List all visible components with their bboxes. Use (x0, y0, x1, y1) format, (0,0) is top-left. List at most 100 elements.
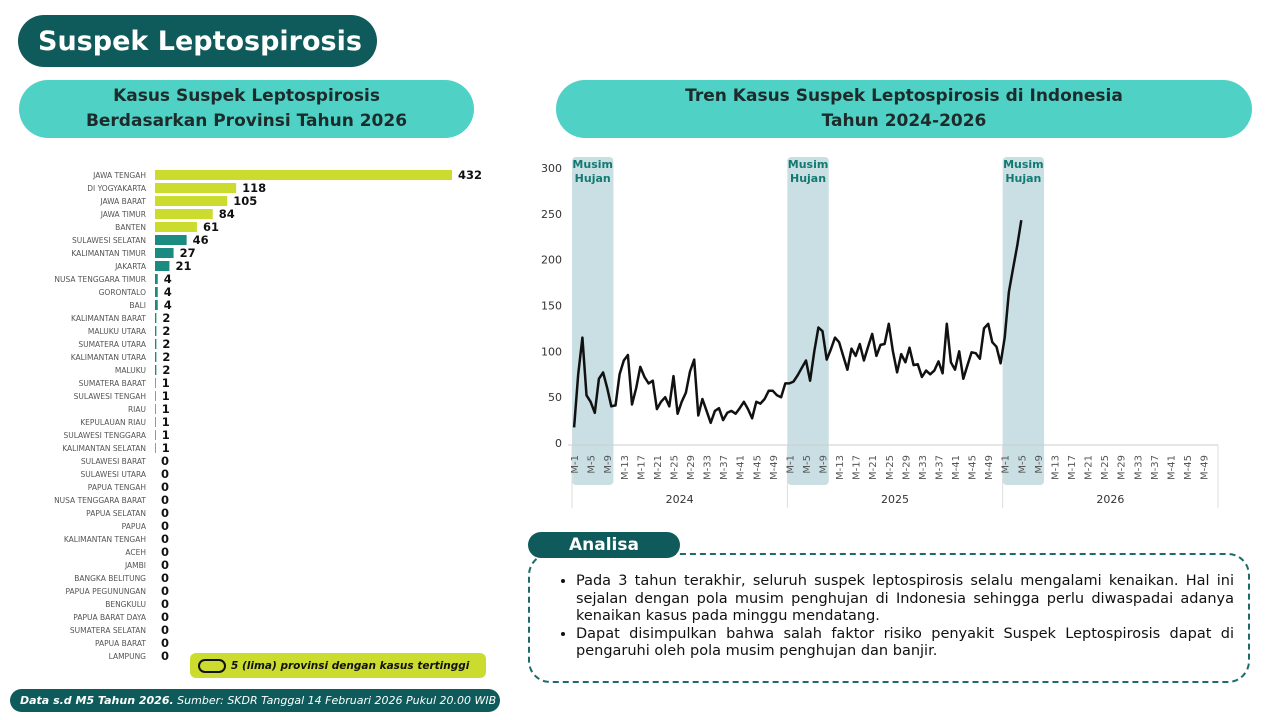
bar (155, 430, 156, 440)
category-label: KEPULAUAN RIAU (80, 418, 146, 427)
bar (155, 183, 237, 193)
x-tick-label: M-17 (636, 455, 647, 480)
y-tick-label: 250 (541, 208, 562, 221)
season-band (1002, 157, 1045, 485)
value-label: 4 (164, 298, 172, 312)
x-tick-label: M-29 (686, 455, 697, 480)
bar (155, 326, 157, 336)
value-label: 1 (162, 441, 170, 455)
value-label: 46 (193, 233, 209, 247)
value-label: 2 (162, 350, 170, 364)
x-tick-label: M-33 (1133, 455, 1144, 480)
line-chart-title: Tren Kasus Suspek Leptospirosis di Indon… (556, 80, 1252, 138)
category-label: BANGKA BELITUNG (74, 574, 146, 583)
category-label: NUSA TENGGARA BARAT (54, 496, 146, 505)
x-tick-label: M-5 (802, 455, 813, 474)
category-label: MALUKU (115, 366, 146, 375)
x-tick-label: M-13 (835, 455, 846, 480)
category-label: PAPUA BARAT DAYA (73, 613, 147, 622)
category-label: PAPUA SELATAN (86, 509, 146, 518)
x-tick-label: M-21 (868, 455, 879, 480)
bar (155, 391, 156, 401)
analysis-box: Pada 3 tahun terakhir, seluruh suspek le… (528, 553, 1250, 683)
value-label: 0 (161, 532, 169, 546)
footer: Data s.d M5 Tahun 2026. Sumber: SKDR Tan… (10, 689, 500, 712)
y-tick-label: 0 (555, 437, 562, 450)
x-tick-label: M-5 (587, 455, 598, 474)
x-tick-label: M-1 (570, 455, 581, 474)
value-label: 2 (162, 311, 170, 325)
value-label: 0 (161, 584, 169, 598)
legend-text: 5 (lima) provinsi dengan kasus tertinggi (231, 659, 470, 672)
bar (155, 209, 213, 219)
value-label: 0 (161, 454, 169, 468)
category-label: SULAWESI BARAT (81, 457, 147, 466)
bar (155, 261, 170, 271)
x-tick-label: M-45 (1183, 455, 1194, 480)
x-tick-label: M-41 (736, 455, 747, 480)
category-label: RIAU (128, 405, 146, 414)
category-label: JAMBI (124, 561, 146, 570)
value-label: 118 (242, 181, 266, 195)
x-tick-label: M-29 (901, 455, 912, 480)
bar (155, 196, 228, 206)
x-tick-label: M-45 (968, 455, 979, 480)
trend-line (572, 220, 1023, 428)
category-label: SULAWESI UTARA (81, 470, 147, 479)
x-tick-label: M-21 (653, 455, 664, 480)
category-label: NUSA TENGGARA TIMUR (54, 275, 146, 284)
analysis-bullet: Dapat disimpulkan bahwa salah faktor ris… (576, 626, 1234, 661)
title-line: Tren Kasus Suspek Leptospirosis di Indon… (685, 86, 1123, 106)
value-label: 0 (161, 597, 169, 611)
group-label: 2025 (881, 493, 909, 506)
value-label: 1 (162, 376, 170, 390)
bar (155, 287, 158, 297)
x-tick-label: M-17 (852, 455, 863, 480)
title-line: Kasus Suspek Leptospirosis (113, 86, 380, 106)
x-tick-label: M-13 (620, 455, 631, 480)
bar (155, 274, 158, 284)
category-label: BANTEN (115, 223, 146, 232)
x-tick-label: M-25 (669, 455, 680, 480)
category-label: KALIMANTAN BARAT (71, 314, 146, 323)
x-tick-label: M-25 (885, 455, 896, 480)
bar (155, 443, 156, 453)
bar-chart-title: Kasus Suspek Leptospirosis Berdasarkan P… (19, 80, 474, 138)
value-label: 2 (162, 337, 170, 351)
value-label: 2 (162, 363, 170, 377)
category-label: PAPUA PEGUNUNGAN (65, 587, 146, 596)
y-tick-label: 150 (541, 300, 562, 313)
y-tick-label: 200 (541, 254, 562, 267)
value-label: 0 (161, 623, 169, 637)
value-label: 61 (203, 220, 219, 234)
season-band (787, 157, 829, 485)
value-label: 27 (180, 246, 196, 260)
category-label: SULAWESI TENGGARA (63, 431, 146, 440)
x-tick-label: M-1 (785, 455, 796, 474)
x-tick-label: M-37 (719, 455, 730, 480)
x-tick-label: M-9 (819, 455, 830, 474)
x-tick-label: M-49 (769, 455, 780, 480)
y-tick-label: 100 (541, 345, 562, 358)
bar (155, 404, 156, 414)
category-label: SUMATERA UTARA (78, 340, 147, 349)
season-label: Musim Hujan (787, 158, 829, 185)
y-tick-label: 50 (548, 391, 562, 404)
category-label: JAWA TENGAH (92, 171, 146, 180)
value-label: 2 (162, 324, 170, 338)
category-label: KALIMANTAN TIMUR (71, 249, 146, 258)
season-band (572, 157, 614, 485)
value-label: 1 (162, 428, 170, 442)
value-label: 1 (162, 415, 170, 429)
x-tick-label: M-9 (603, 455, 614, 474)
category-label: PAPUA BARAT (95, 639, 146, 648)
title-line: Berdasarkan Provinsi Tahun 2026 (85, 111, 408, 131)
x-tick-label: M-49 (984, 455, 995, 480)
x-tick-label: M-9 (1034, 455, 1045, 474)
bar (155, 222, 197, 232)
bar (155, 339, 157, 349)
category-label: PAPUA (122, 522, 147, 531)
category-label: MALUKU UTARA (88, 327, 147, 336)
title-line: Tahun 2024-2026 (821, 111, 987, 131)
bar (155, 352, 157, 362)
